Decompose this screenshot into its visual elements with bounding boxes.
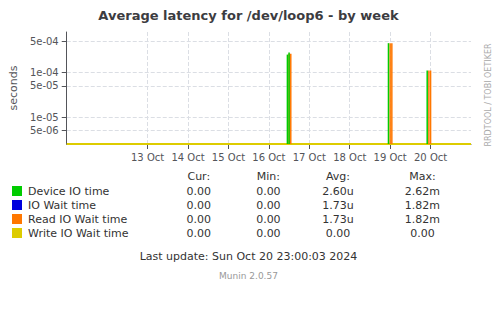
- svg-text:seconds: seconds: [7, 65, 20, 110]
- svg-text:13 Oct: 13 Oct: [131, 152, 164, 163]
- svg-text:5e-05: 5e-05: [30, 80, 59, 91]
- svg-text:0.00: 0.00: [187, 185, 212, 198]
- svg-text:1e-05: 1e-05: [30, 112, 59, 123]
- svg-text:2.62m: 2.62m: [405, 185, 440, 198]
- svg-text:IO Wait time: IO Wait time: [28, 199, 96, 212]
- svg-text:1.73u: 1.73u: [322, 199, 353, 212]
- svg-text:0.00: 0.00: [187, 199, 212, 212]
- svg-text:0.00: 0.00: [187, 213, 212, 226]
- svg-text:RRDTOOL / TOBI OETIKER: RRDTOOL / TOBI OETIKER: [484, 43, 493, 146]
- svg-text:Average latency for /dev/loop6: Average latency for /dev/loop6 - by week: [98, 8, 399, 23]
- svg-text:5e-04: 5e-04: [30, 36, 59, 47]
- svg-text:0.00: 0.00: [326, 227, 351, 240]
- svg-text:5e-06: 5e-06: [30, 125, 59, 136]
- svg-text:17 Oct: 17 Oct: [293, 152, 326, 163]
- svg-text:Munin 2.0.57: Munin 2.0.57: [219, 271, 278, 281]
- svg-text:Device IO time: Device IO time: [28, 185, 110, 198]
- svg-text:Min:: Min:: [257, 170, 280, 183]
- svg-text:0.00: 0.00: [256, 185, 281, 198]
- svg-text:Last update: Sun Oct 20 23:00:: Last update: Sun Oct 20 23:00:03 2024: [140, 250, 358, 263]
- svg-text:Avg:: Avg:: [326, 170, 350, 183]
- svg-text:16 Oct: 16 Oct: [252, 152, 285, 163]
- svg-text:Cur:: Cur:: [187, 170, 210, 183]
- svg-text:19 Oct: 19 Oct: [374, 152, 407, 163]
- svg-text:Write IO Wait time: Write IO Wait time: [28, 227, 129, 240]
- svg-text:1.82m: 1.82m: [405, 213, 440, 226]
- svg-text:18 Oct: 18 Oct: [333, 152, 366, 163]
- svg-text:1e-04: 1e-04: [30, 67, 59, 78]
- svg-text:0.00: 0.00: [410, 227, 435, 240]
- svg-text:Read IO Wait time: Read IO Wait time: [28, 213, 127, 226]
- svg-text:0.00: 0.00: [256, 227, 281, 240]
- svg-text:2.60u: 2.60u: [322, 185, 353, 198]
- svg-text:Max:: Max:: [409, 170, 435, 183]
- svg-text:14 Oct: 14 Oct: [171, 152, 204, 163]
- svg-text:0.00: 0.00: [187, 227, 212, 240]
- svg-text:1.82m: 1.82m: [405, 199, 440, 212]
- svg-text:15 Oct: 15 Oct: [212, 152, 245, 163]
- svg-text:1.73u: 1.73u: [322, 213, 353, 226]
- svg-text:20 Oct: 20 Oct: [414, 152, 447, 163]
- svg-text:0.00: 0.00: [256, 213, 281, 226]
- svg-text:0.00: 0.00: [256, 199, 281, 212]
